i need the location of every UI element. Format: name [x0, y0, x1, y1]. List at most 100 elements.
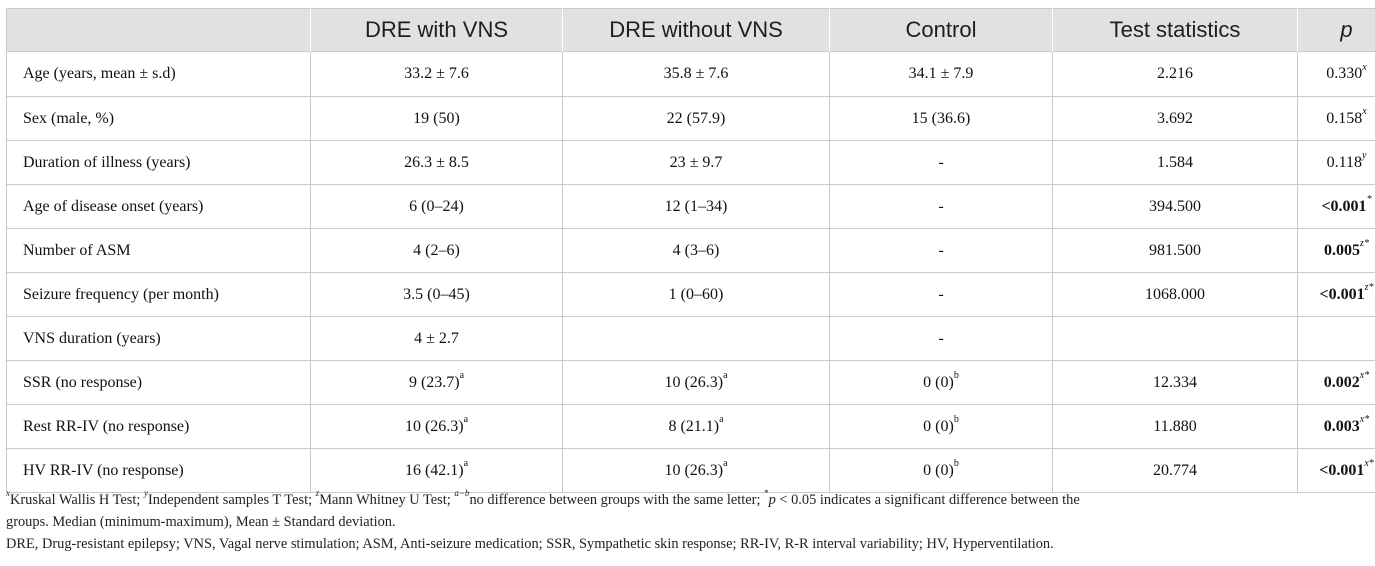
header-cell-test-statistics: Test statistics: [1052, 8, 1298, 52]
dre-with-vns-cell-value: 19 (50): [413, 109, 460, 127]
control-cell-value: 0 (0): [923, 373, 954, 391]
header-cell-dre-with-vns: DRE with VNS: [310, 8, 563, 52]
dre-without-vns-cell-superscript: a: [723, 458, 728, 470]
test-statistics-cell-value: 11.880: [1153, 417, 1197, 435]
footnote-line-1: xKruskal Wallis H Test; yIndependent sam…: [6, 489, 1368, 511]
dre-with-vns-cell-value: 9 (23.7): [408, 373, 460, 391]
dre-with-vns-cell-value: 3.5 (0–45): [403, 285, 470, 303]
dre-with-vns-cell: 10 (26.3)a: [310, 404, 563, 449]
p-value-cell: 0.003x*: [1297, 404, 1375, 449]
dre-without-vns-cell: [562, 316, 830, 361]
footnote-text: Mann Whitney U Test;: [319, 492, 455, 508]
table-row: VNS duration (years) 4 ± 2.7 -: [6, 316, 1375, 361]
dre-without-vns-cell: 4 (3–6): [562, 228, 830, 273]
row-label-cell: Duration of illness (years): [6, 140, 311, 185]
test-statistics-cell: 981.500: [1052, 228, 1298, 273]
control-cell-superscript: b: [953, 370, 959, 382]
dre-without-vns-cell: 10 (26.3)a: [562, 360, 830, 405]
p-value-cell-superscript: x: [1362, 61, 1367, 73]
control-cell: 34.1 ± 7.9: [829, 51, 1053, 97]
control-cell: -: [829, 272, 1053, 317]
footnote-marker-a-b: a−b: [454, 488, 470, 499]
test-statistics-cell-value: 3.692: [1157, 109, 1193, 127]
dre-with-vns-cell-value: 16 (42.1): [404, 461, 464, 479]
table-row: Age of disease onset (years) 6 (0–24) 12 (…: [6, 184, 1375, 229]
row-label-cell-value: Age (years, mean ± s.d): [23, 65, 176, 82]
table-row: Seizure frequency (per month) 3.5 (0–45) 1…: [6, 272, 1375, 317]
p-value-cell-superscript: y: [1361, 150, 1367, 162]
dre-with-vns-cell-superscript: a: [463, 458, 469, 470]
header-cell-control: Control: [829, 8, 1053, 52]
dre-without-vns-cell: 35.8 ± 7.6: [562, 51, 830, 97]
row-label-cell-value: VNS duration (years): [23, 329, 161, 347]
dre-without-vns-cell: 23 ± 9.7: [562, 140, 830, 185]
dre-without-vns-cell-value: 35.8 ± 7.6: [663, 65, 729, 82]
test-statistics-cell-value: 12.334: [1153, 373, 1197, 391]
control-cell-value: 15 (36.6): [911, 109, 971, 127]
footnote-line-3: DRE, Drug-resistant epilepsy; VNS, Vagal…: [6, 536, 1054, 552]
dre-without-vns-cell-value: 10 (26.3): [664, 461, 724, 479]
footnote-text: no difference between groups with the sa…: [469, 492, 765, 508]
dre-with-vns-cell: 4 (2–6): [310, 228, 563, 273]
table-header: DRE with VNS DRE without VNS Control Tes…: [6, 8, 1375, 52]
p-value-cell-value: 0.118: [1326, 153, 1362, 171]
control-cell-superscript: b: [953, 414, 959, 426]
dre-with-vns-cell-value: 4 ± 2.7: [414, 329, 459, 347]
p-value-cell-value: <0.001: [1321, 197, 1367, 215]
row-label-cell: Number of ASM: [6, 228, 311, 273]
test-statistics-cell: 3.692: [1052, 96, 1298, 141]
data-table: DRE with VNS DRE without VNS Control Tes…: [6, 8, 1375, 493]
test-statistics-cell-value: 1.584: [1157, 153, 1193, 171]
control-cell: 0 (0)b: [829, 448, 1053, 493]
control-cell: 15 (36.6): [829, 96, 1053, 141]
footnote-marker-y: y: [144, 488, 149, 499]
dre-with-vns-cell-value: 33.2 ± 7.6: [404, 65, 469, 82]
control-cell: 0 (0)b: [829, 404, 1053, 449]
test-statistics-cell: 1.584: [1052, 140, 1298, 185]
header-cell-p: p: [1297, 8, 1375, 52]
footnote-marker-star: *: [764, 488, 769, 499]
p-value-cell-value: <0.001: [1319, 285, 1365, 303]
p-value-cell-superscript: x*: [1359, 414, 1370, 426]
dre-with-vns-cell: 4 ± 2.7: [310, 316, 563, 361]
test-statistics-cell-value: 1068.000: [1145, 285, 1205, 303]
row-label-cell: Seizure frequency (per month): [6, 272, 311, 317]
p-value-cell: <0.001*: [1297, 184, 1375, 229]
dre-with-vns-cell-superscript: a: [463, 414, 469, 426]
p-value-cell-superscript: x*: [1364, 458, 1374, 470]
footnote-text: Independent samples T Test;: [148, 492, 316, 508]
dre-without-vns-cell-value: 22 (57.9): [666, 109, 726, 127]
row-label-cell: Age of disease onset (years): [6, 184, 311, 229]
control-cell-value: -: [938, 241, 944, 259]
p-value-cell-superscript: x: [1362, 106, 1367, 118]
footnote-text: Kruskal Wallis H Test;: [10, 492, 145, 508]
control-cell: -: [829, 140, 1053, 185]
dre-without-vns-cell-value: 8 (21.1): [668, 417, 720, 435]
row-label-cell: VNS duration (years): [6, 316, 311, 361]
header-row: DRE with VNS DRE without VNS Control Tes…: [6, 8, 1375, 52]
control-cell-value: 34.1 ± 7.9: [908, 65, 974, 82]
p-value-cell: 0.005z*: [1297, 228, 1375, 273]
p-value-cell: 0.118y: [1297, 140, 1375, 185]
dre-with-vns-cell: 9 (23.7)a: [310, 360, 563, 405]
row-label-cell: SSR (no response): [6, 360, 311, 405]
header-cell-label: [6, 8, 311, 52]
table-row: Number of ASM 4 (2–6) 4 (3–6) - 981.500 0.005…: [6, 228, 1375, 273]
dre-without-vns-cell: 8 (21.1)a: [562, 404, 830, 449]
dre-with-vns-cell-superscript: a: [459, 370, 465, 382]
dre-with-vns-cell: 16 (42.1)a: [310, 448, 563, 493]
p-value-cell: 0.002x*: [1297, 360, 1375, 405]
dre-without-vns-cell-value: 1 (0–60): [668, 285, 724, 303]
dre-without-vns-cell-value: 23 ± 9.7: [669, 153, 723, 171]
test-statistics-cell: [1052, 316, 1298, 361]
row-label-cell: HV RR-IV (no response): [6, 448, 311, 493]
control-cell: 0 (0)b: [829, 360, 1053, 405]
control-cell-value: -: [938, 285, 944, 303]
row-label-cell: Rest RR-IV (no response): [6, 404, 311, 449]
p-value-cell: <0.001z*: [1297, 272, 1375, 317]
dre-without-vns-cell-value: 10 (26.3): [664, 373, 724, 391]
control-cell-value: -: [938, 329, 944, 347]
row-label-cell-value: Seizure frequency (per month): [23, 285, 219, 303]
test-statistics-cell-value: 20.774: [1153, 461, 1197, 479]
control-cell-value: -: [938, 153, 944, 171]
